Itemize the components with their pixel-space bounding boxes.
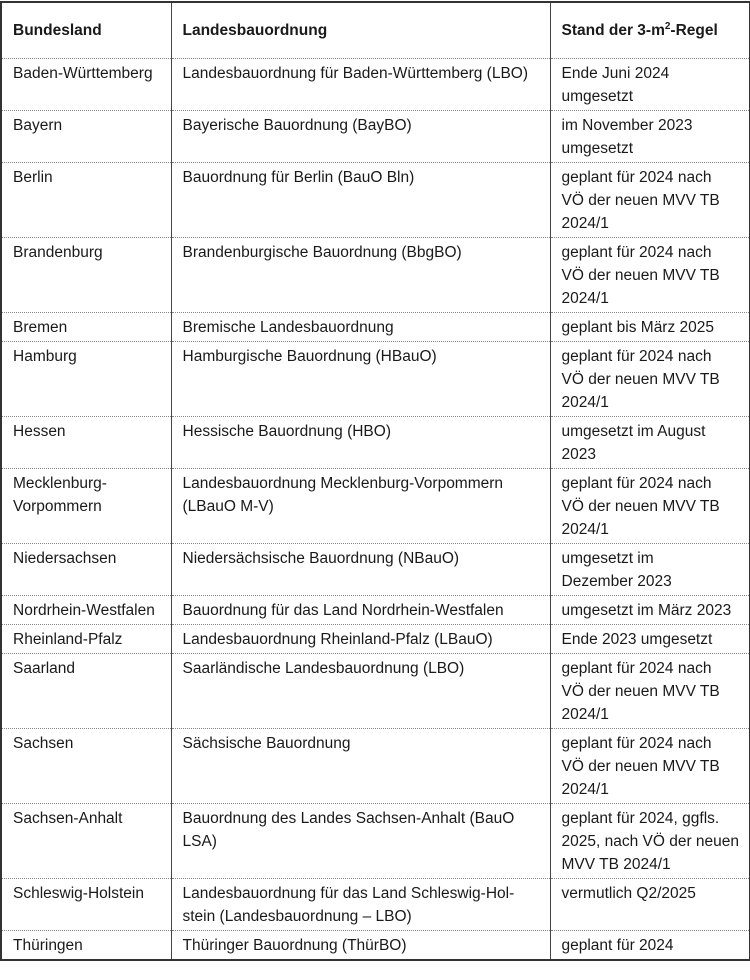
cell-landesbauordnung: Thüringer Bauordnung (ThürBO)	[170, 930, 551, 960]
cell-bundesland: Thüringen	[0, 930, 172, 960]
cell-landesbauordnung: Bauordnung für Berlin (BauO Bln)	[170, 162, 551, 238]
cell-landesbauordnung: Bremische Landesbauordnung	[170, 312, 551, 342]
cell-stand: im November 2023 umgesetzt	[549, 110, 750, 163]
cell-landesbauordnung: Niedersächsische Bauordnung (NBauO)	[170, 543, 551, 596]
cell-bundesland: Bremen	[0, 312, 172, 342]
cell-landesbauordnung: Sächsische Bauordnung	[170, 728, 551, 804]
cell-landesbauordnung: Hamburgische Bauordnung (HBauO)	[170, 341, 551, 417]
cell-landesbauordnung: Hessische Bauordnung (HBO)	[170, 416, 551, 469]
header-bundesland: Bundesland	[0, 2, 172, 59]
table-row: Rheinland-Pfalz Landesbauordnung Rheinlan…	[0, 624, 750, 654]
header-stand: Stand der 3-m2-Regel	[549, 2, 750, 59]
cell-bundesland: Rheinland-Pfalz	[0, 624, 172, 654]
cell-stand: geplant für 2024, ggfls. 2025, nach VÖ d…	[549, 803, 750, 879]
cell-stand: umgesetzt im Dezember 2023	[549, 543, 750, 596]
table-row: Sachsen-Anhalt Bauordnung des Landes Sach…	[0, 803, 750, 879]
cell-stand: geplant für 2024	[549, 930, 750, 960]
cell-bundesland: Brandenburg	[0, 237, 172, 313]
cell-bundesland: Hamburg	[0, 341, 172, 417]
cell-bundesland: Schleswig-Holstein	[0, 878, 172, 931]
cell-stand: umgesetzt im August 2023	[549, 416, 750, 469]
cell-landesbauordnung: Landesbauordnung Rheinland-Pfalz (LBauO)	[170, 624, 551, 654]
cell-landesbauordnung: Landesbauordnung Mecklenburg-Vorpommern …	[170, 468, 551, 544]
cell-stand: vermutlich Q2/2025	[549, 878, 750, 931]
cell-bundesland: Sachsen	[0, 728, 172, 804]
cell-bundesland: Bayern	[0, 110, 172, 163]
cell-stand: geplant für 2024 nach VÖ der neuen MVV T…	[549, 653, 750, 729]
cell-landesbauordnung: Landesbauordnung für das Land Schleswig-…	[170, 878, 551, 931]
cell-stand: geplant für 2024 nach VÖ der neuen MVV T…	[549, 468, 750, 544]
cell-stand: umgesetzt im März 2023	[549, 595, 750, 625]
bauordnung-table: Bundesland Landesbauordnung Stand der 3-…	[0, 1, 750, 961]
cell-bundesland: Berlin	[0, 162, 172, 238]
cell-stand: geplant für 2024 nach VÖ der neuen MVV T…	[549, 162, 750, 238]
cell-bundesland: Hessen	[0, 416, 172, 469]
cell-bundesland: Niedersachsen	[0, 543, 172, 596]
cell-landesbauordnung: Landesbauordnung für Baden-Württemberg (…	[170, 58, 551, 111]
table-row: Nordrhein-Westfalen Bauordnung für das La…	[0, 595, 750, 625]
table-row: Baden-Württemberg Landesbauordnung für Ba…	[0, 58, 750, 111]
table-row: Bayern Bayerische Bauordnung (BayBO) im No…	[0, 110, 750, 163]
cell-landesbauordnung: Brandenburgische Bauordnung (BbgBO)	[170, 237, 551, 313]
cell-stand: geplant für 2024 nach VÖ der neuen MVV T…	[549, 341, 750, 417]
table-row: Niedersachsen Niedersächsische Bauordnung…	[0, 543, 750, 596]
table-row: Thüringen Thüringer Bauordnung (ThürBO) ge…	[0, 930, 750, 960]
cell-landesbauordnung: Bauordnung des Landes Sachsen-Anhalt (Ba…	[170, 803, 551, 879]
table-row: Saarland Saarländische Landesbauordnung (…	[0, 653, 750, 729]
cell-bundesland: Nordrhein-Westfalen	[0, 595, 172, 625]
cell-bundesland: Sachsen-Anhalt	[0, 803, 172, 879]
cell-landesbauordnung: Bauordnung für das Land Nordrhein-Westfa…	[170, 595, 551, 625]
cell-stand: Ende Juni 2024 umgesetzt	[549, 58, 750, 111]
table-row: Sachsen Sächsische Bauordnung geplant für …	[0, 728, 750, 804]
cell-stand: Ende 2023 umgesetzt	[549, 624, 750, 654]
header-landesbauordnung: Landesbauordnung	[170, 2, 551, 59]
table-row: Bremen Bremische Landesbauordnung geplant …	[0, 312, 750, 342]
cell-bundesland: Mecklenburg- Vorpommern	[0, 468, 172, 544]
cell-bundesland: Baden-Württemberg	[0, 58, 172, 111]
cell-stand: geplant für 2024 nach VÖ der neuen MVV T…	[549, 237, 750, 313]
cell-stand: geplant für 2024 nach VÖ der neuen MVV T…	[549, 728, 750, 804]
table-row: Mecklenburg- Vorpommern Landesbauordnung …	[0, 468, 750, 544]
header-row: Bundesland Landesbauordnung Stand der 3-…	[0, 2, 750, 59]
table-row: Berlin Bauordnung für Berlin (BauO Bln) ge…	[0, 162, 750, 238]
table-row: Hessen Hessische Bauordnung (HBO) umgesetz…	[0, 416, 750, 469]
table-row: Brandenburg Brandenburgische Bauordnung (…	[0, 237, 750, 313]
table-row: Hamburg Hamburgische Bauordnung (HBauO) ge…	[0, 341, 750, 417]
cell-landesbauordnung: Bayerische Bauordnung (BayBO)	[170, 110, 551, 163]
cell-landesbauordnung: Saarländische Landesbauordnung (LBO)	[170, 653, 551, 729]
table-row: Schleswig-Holstein Landesbauordnung für d…	[0, 878, 750, 931]
cell-bundesland: Saarland	[0, 653, 172, 729]
cell-stand: geplant bis März 2025	[549, 312, 750, 342]
